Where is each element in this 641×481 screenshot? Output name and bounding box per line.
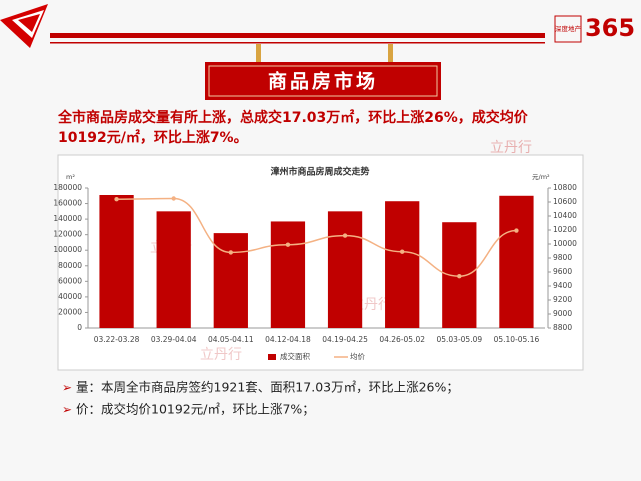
- logo-triangle-core: [18, 14, 40, 32]
- y-tick-label: 60000: [58, 276, 82, 285]
- bullet-marker: ➢: [62, 381, 72, 395]
- header-line-thin: [50, 42, 545, 44]
- chart-frame: [57, 154, 584, 371]
- y-tick-label: 180000: [53, 183, 82, 192]
- banner: [205, 62, 441, 100]
- point: [114, 197, 119, 202]
- x-tick-label: 03.22-03.28: [94, 335, 140, 344]
- y-tick-label: 120000: [53, 230, 82, 239]
- bar: [213, 233, 248, 328]
- bullet: 量：本周全市商品房签约1921套、面积17.03万㎡，环比上涨26%；: [76, 380, 459, 395]
- y-tick-label: 20000: [58, 307, 82, 316]
- y2-tick-label: 10400: [553, 211, 577, 220]
- y2-tick-label: 9000: [553, 309, 572, 318]
- bar: [327, 211, 363, 328]
- legend-swatch: [268, 354, 276, 360]
- bullet-marker: ➢: [62, 403, 72, 417]
- y2-tick-label: 9600: [553, 267, 572, 276]
- point: [342, 233, 348, 238]
- y-axis-unit: m²: [66, 173, 75, 181]
- bullet: 价：成交均价10192元/㎡，环比上涨7%；: [76, 402, 315, 417]
- x-tick-label: 04.19-04.25: [322, 335, 368, 344]
- y2-tick-label: 9400: [553, 281, 572, 290]
- x-tick-label: 03.29-04.04: [151, 335, 197, 344]
- watermark: 立丹行: [200, 347, 242, 363]
- y2-tick-label: 8800: [553, 323, 572, 332]
- bar: [499, 195, 534, 328]
- ornament: [256, 44, 261, 62]
- x-tick-label: 04.05-04.11: [208, 335, 254, 344]
- legend-label: 均价: [350, 351, 365, 361]
- y-tick-label: 160000: [53, 199, 82, 208]
- y2-tick-label: 9800: [553, 253, 572, 262]
- chart-title: 漳州市商品房周成交走势: [270, 166, 369, 178]
- bar: [99, 195, 134, 328]
- point: [399, 249, 405, 254]
- x-tick-label: 05.03-05.09: [436, 335, 482, 344]
- y2-axis-unit: 元/m²: [532, 173, 550, 181]
- banner-title: 商品房市场: [268, 70, 378, 93]
- y-tick-label: 100000: [53, 245, 82, 254]
- headline: 10192元/㎡，环比上涨7%。: [58, 129, 248, 146]
- point: [514, 228, 519, 233]
- y-tick-label: 140000: [53, 214, 82, 223]
- bar: [270, 221, 306, 328]
- y-tick-label: 0: [77, 323, 82, 332]
- y2-tick-label: 10800: [553, 183, 577, 192]
- banner-border: [208, 65, 438, 97]
- y2-tick-label: 9200: [553, 295, 572, 304]
- y2-tick-label: 10200: [553, 225, 577, 234]
- watermark: 立丹行: [490, 140, 532, 156]
- bar: [156, 211, 191, 328]
- logo-text: 深度地产: [555, 24, 582, 33]
- y2-tick-label: 10600: [553, 197, 577, 206]
- y-tick-label: 40000: [58, 292, 82, 301]
- x-tick-label: 04.26-05.02: [379, 335, 425, 344]
- headline: 全市商品房成交量有所上涨，总成交17.03万㎡，环比上涨26%，成交均价: [57, 109, 529, 126]
- point: [228, 250, 234, 255]
- point: [285, 242, 291, 247]
- point: [457, 274, 462, 279]
- x-tick-label: 04.12-04.18: [265, 335, 311, 344]
- logo-number: 365: [585, 14, 635, 42]
- x-tick-label: 05.10-05.16: [494, 335, 540, 344]
- y-tick-label: 80000: [58, 261, 82, 270]
- bar: [385, 201, 420, 328]
- legend-label: 成交面积: [280, 351, 310, 361]
- point: [171, 196, 176, 201]
- ornament: [388, 44, 393, 62]
- logo-box: [554, 15, 582, 43]
- header-line: [50, 33, 545, 38]
- y2-tick-label: 10000: [553, 239, 577, 248]
